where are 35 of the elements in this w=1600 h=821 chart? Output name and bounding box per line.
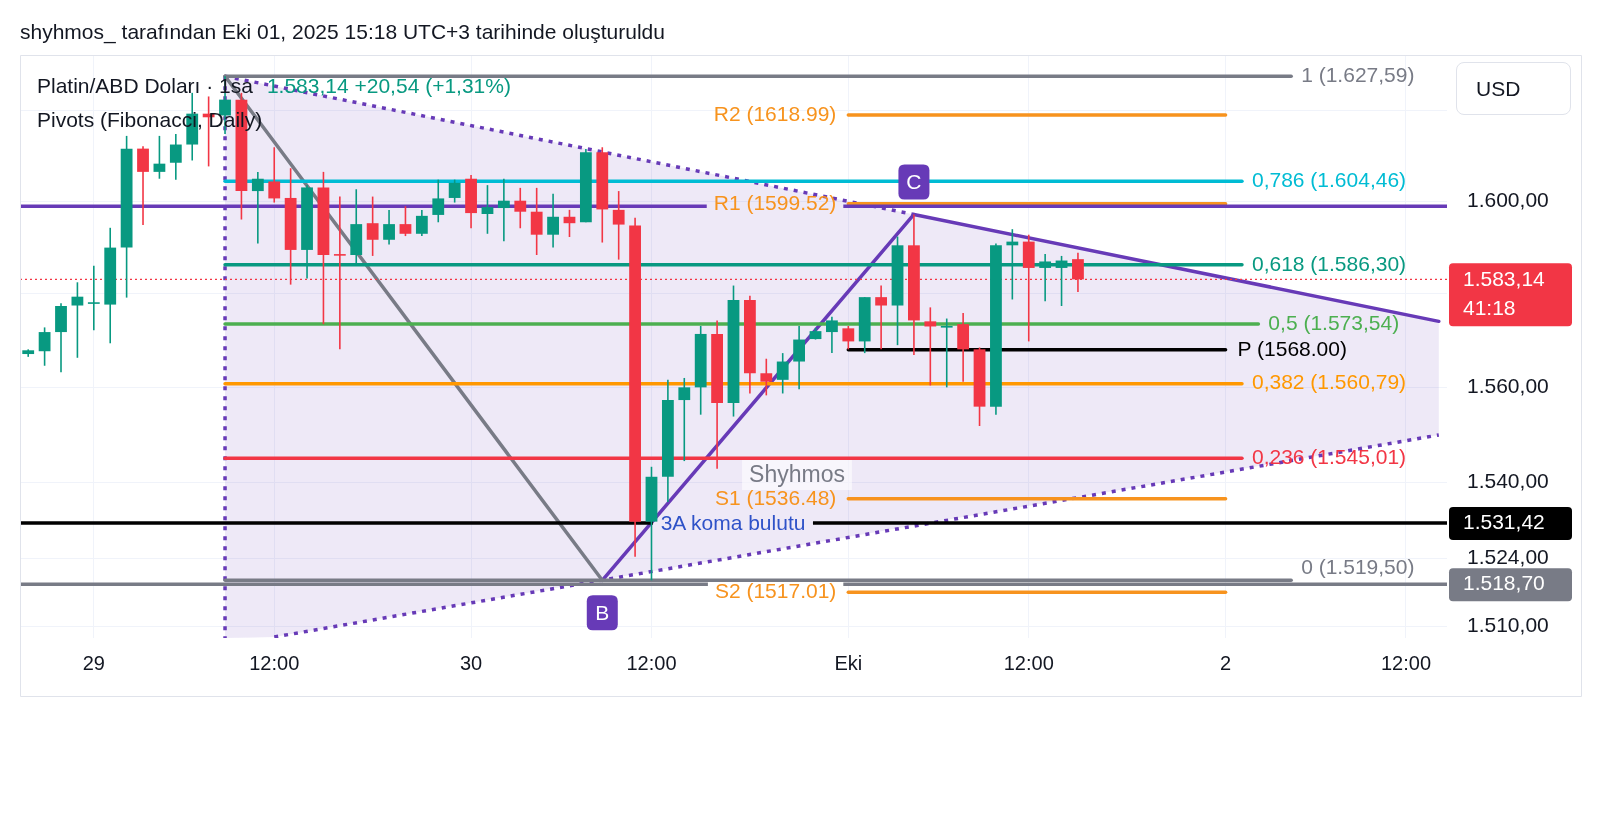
y-tick-label: 1.510,00 <box>1467 613 1549 637</box>
series-label: 1 (1.627,59) <box>1301 63 1415 86</box>
series-label: 0,236 (1.545,01) <box>1251 444 1407 468</box>
series-label: 0,618 (1.586,30) <box>1251 251 1407 275</box>
annotation: 3A koma bulutu <box>660 510 806 534</box>
annotation: 1.583,14 +20,54 (+1,31%) <box>266 74 511 97</box>
data-label: B <box>595 600 610 624</box>
y-tick-label: 1.524,00 <box>1467 545 1549 569</box>
data-label: C <box>906 169 922 193</box>
x-tick-label: 29 <box>82 651 105 674</box>
series-label: R1 (1599.52) <box>713 190 837 214</box>
x-tick-label: 12:00 <box>626 651 677 674</box>
series-label: 0,5 (1.573,54) <box>1268 310 1400 334</box>
y-tick-label: 1.540,00 <box>1467 468 1549 492</box>
x-tick-label: Eki <box>834 651 863 674</box>
series-label: 0,382 (1.560,79) <box>1251 370 1407 394</box>
chart-title: shyhmos_ tarafından Eki 01, 2025 15:18 UTC+3 tarihinde oluşturuldu <box>20 19 665 45</box>
x-tick-label: 30 <box>459 651 483 674</box>
series-label: S2 (1517.01) <box>714 579 837 603</box>
ref-line-label: 1.531,42 <box>1463 510 1545 534</box>
series-label: R2 (1618.99) <box>713 101 837 125</box>
y-tick-label: 1.600,00 <box>1467 188 1549 212</box>
ref-line-label: 1.583,14 <box>1463 266 1546 290</box>
x-tick-label: 12:00 <box>1380 651 1432 674</box>
annotation: Shyhmos <box>749 461 845 488</box>
text: 41:18 <box>1463 296 1516 320</box>
y-tick-label: 1.560,00 <box>1467 374 1549 398</box>
series-label: 0 (1.519,50) <box>1301 554 1415 578</box>
currency-button: USD <box>1456 62 1571 115</box>
ref-line-label: 1.518,70 <box>1463 571 1545 595</box>
series-label: P (1568.00) <box>1237 336 1347 360</box>
x-tick-label: 12:00 <box>249 651 300 674</box>
x-tick-label: 2 <box>1220 651 1232 674</box>
series-label: 0,786 (1.604,46) <box>1251 168 1407 191</box>
x-tick-label: 12:00 <box>1003 651 1054 674</box>
